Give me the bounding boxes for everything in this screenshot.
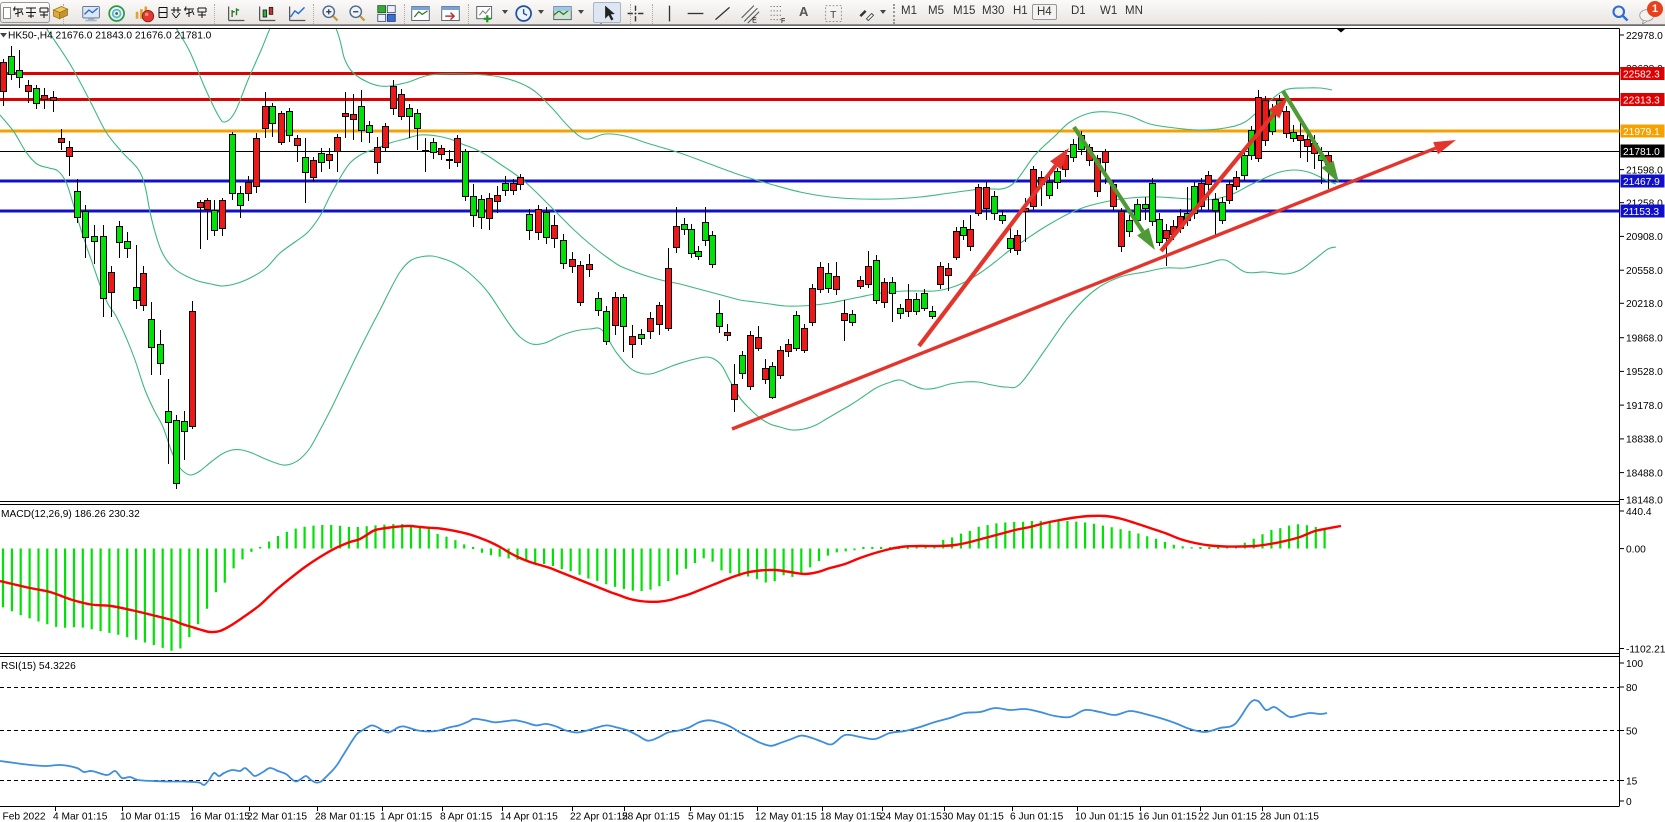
svg-text:28 Mar 01:15: 28 Mar 01:15 <box>315 812 375 822</box>
svg-text:-1102.21: -1102.21 <box>1626 644 1665 655</box>
svg-text:22582.3: 22582.3 <box>1623 69 1660 80</box>
svg-text:100: 100 <box>1626 659 1643 670</box>
svg-text:RSI(15) 54.3226: RSI(15) 54.3226 <box>1 661 76 672</box>
svg-text:HK50-,H4 21676.0 21843.0 2167: HK50-,H4 21676.0 21843.0 21676.0 21781.0 <box>8 31 212 42</box>
svg-text:12 May 01:15: 12 May 01:15 <box>755 812 817 822</box>
svg-text:5 May 01:15: 5 May 01:15 <box>688 812 744 822</box>
svg-text:T: T <box>830 9 837 21</box>
svg-text:20218.0: 20218.0 <box>1626 299 1663 310</box>
svg-text:21153.3: 21153.3 <box>1623 207 1659 218</box>
svg-text:F: F <box>781 18 785 24</box>
svg-text:22313.3: 22313.3 <box>1623 95 1660 106</box>
svg-text:16 Mar 01:15: 16 Mar 01:15 <box>190 812 250 822</box>
svg-text:80: 80 <box>1626 683 1638 694</box>
svg-text:21979.1: 21979.1 <box>1623 127 1660 138</box>
svg-text:18838.0: 18838.0 <box>1626 435 1663 446</box>
svg-text:8 Apr 01:15: 8 Apr 01:15 <box>440 812 492 822</box>
svg-text:21258.0: 21258.0 <box>1626 199 1663 210</box>
svg-text:21598.0: 21598.0 <box>1626 165 1663 176</box>
svg-text:14 Apr 01:15: 14 Apr 01:15 <box>500 812 558 822</box>
svg-text:20908.0: 20908.0 <box>1626 232 1663 243</box>
svg-text:21781.0: 21781.0 <box>1623 147 1660 158</box>
svg-text:50: 50 <box>1626 726 1638 737</box>
svg-text:20558.0: 20558.0 <box>1626 266 1663 277</box>
svg-text:19868.0: 19868.0 <box>1626 334 1663 345</box>
svg-text:15: 15 <box>1626 776 1638 787</box>
svg-text:E: E <box>752 17 757 24</box>
svg-text:6 Jun 01:15: 6 Jun 01:15 <box>1010 812 1064 822</box>
svg-text:28 Apr 01:15: 28 Apr 01:15 <box>622 812 680 822</box>
svg-text:19178.0: 19178.0 <box>1626 401 1663 412</box>
svg-text:22 Apr 01:15: 22 Apr 01:15 <box>570 812 628 822</box>
svg-text:19528.0: 19528.0 <box>1626 367 1663 378</box>
svg-text:0.00: 0.00 <box>1626 544 1646 555</box>
svg-text:16 Jun 01:15: 16 Jun 01:15 <box>1138 812 1197 822</box>
svg-text:440.4: 440.4 <box>1626 507 1652 518</box>
svg-text:18488.0: 18488.0 <box>1626 468 1663 479</box>
svg-text:22 Mar 01:15: 22 Mar 01:15 <box>247 812 307 822</box>
svg-text:MACD(12,26,9) 186.26 230.32: MACD(12,26,9) 186.26 230.32 <box>1 509 140 520</box>
svg-text:21467.9: 21467.9 <box>1623 177 1660 188</box>
svg-text:30 May 01:15: 30 May 01:15 <box>942 812 1004 822</box>
svg-text:1 Apr 01:15: 1 Apr 01:15 <box>380 812 432 822</box>
svg-text:0: 0 <box>1626 797 1632 808</box>
svg-text:8 Feb 2022: 8 Feb 2022 <box>0 812 46 822</box>
svg-text:18 May 01:15: 18 May 01:15 <box>820 812 882 822</box>
svg-text:18148.0: 18148.0 <box>1626 495 1663 506</box>
svg-text:22978.0: 22978.0 <box>1626 31 1663 42</box>
svg-text:10 Mar 01:15: 10 Mar 01:15 <box>120 812 180 822</box>
svg-text:24 May 01:15: 24 May 01:15 <box>880 812 942 822</box>
svg-text:28 Jun 01:15: 28 Jun 01:15 <box>1260 812 1319 822</box>
svg-text:10 Jun 01:15: 10 Jun 01:15 <box>1075 812 1134 822</box>
svg-text:22 Jun 01:15: 22 Jun 01:15 <box>1198 812 1257 822</box>
svg-text:4 Mar 01:15: 4 Mar 01:15 <box>53 812 108 822</box>
